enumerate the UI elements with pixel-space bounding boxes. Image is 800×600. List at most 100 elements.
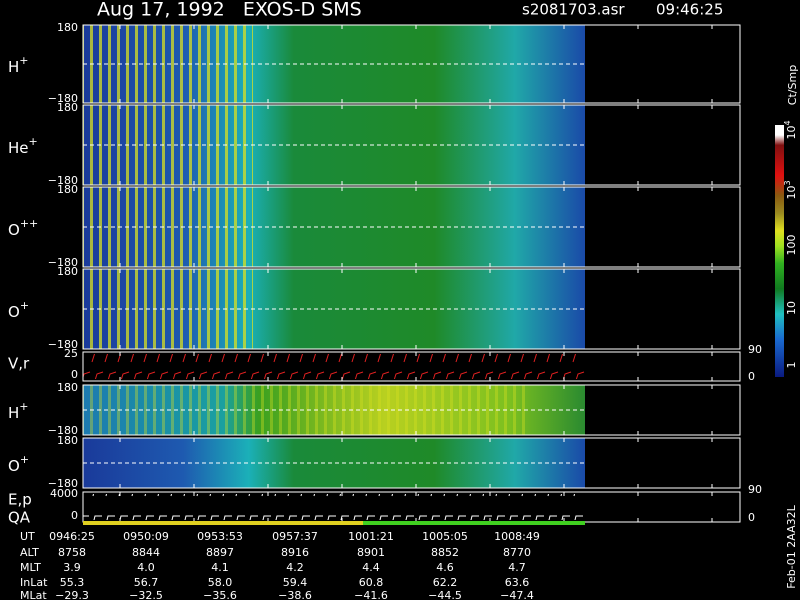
panel-frame — [82, 437, 741, 489]
ion-label: He+ — [8, 135, 38, 157]
ion-charge: + — [20, 453, 29, 466]
tick-text: 100 — [785, 235, 798, 256]
cell: −32.5 — [129, 589, 163, 600]
y-bottom: −180 — [48, 256, 78, 269]
panel-frame — [82, 104, 741, 186]
y-bottom: −180 — [48, 477, 78, 490]
y-bottom: 0 — [71, 509, 78, 522]
ion-name: He — [8, 139, 29, 157]
cell: 4.2 — [286, 561, 304, 574]
cell: 58.0 — [208, 576, 233, 589]
ion-name: O — [8, 303, 20, 321]
row-label: UT — [20, 530, 35, 543]
ion-label: H+ — [8, 54, 29, 76]
ion-charge: + — [20, 299, 29, 312]
panel-label: V,r — [8, 355, 30, 373]
y-top: 180 — [57, 265, 78, 278]
cell: 4.1 — [211, 561, 229, 574]
panel-frame — [82, 186, 741, 268]
y-top: 25 — [64, 347, 78, 360]
cell: −44.5 — [428, 589, 462, 600]
cell: −47.4 — [500, 589, 534, 600]
tick-exp: 4 — [783, 120, 792, 125]
cell: −35.6 — [203, 589, 237, 600]
cell: 55.3 — [60, 576, 85, 589]
colorbar-tick: 1 — [785, 362, 798, 369]
row-label: MLT — [20, 561, 41, 574]
panel-frame — [82, 384, 741, 436]
y-top: 180 — [57, 21, 78, 34]
y-bottom: −180 — [48, 424, 78, 437]
file-time: 09:46:25 — [656, 1, 723, 19]
y2-bottom: 0 — [748, 511, 755, 524]
y-bottom: −180 — [48, 338, 78, 351]
ion-name: H — [8, 58, 19, 76]
cell: 8852 — [431, 546, 459, 559]
y2-top: 90 — [748, 343, 762, 356]
quality-bar — [83, 521, 363, 525]
ion-charge: + — [29, 135, 38, 148]
ion-charge: + — [19, 400, 28, 413]
panel-frame — [82, 268, 741, 350]
quality-bar — [363, 521, 585, 525]
ion-charge: ++ — [20, 217, 38, 230]
cell: −41.6 — [354, 589, 388, 600]
cell: 4.0 — [137, 561, 155, 574]
ion-label: H+ — [8, 400, 29, 422]
trace — [83, 494, 585, 520]
colorbar-tick: 103 — [783, 180, 799, 199]
cell: 1008:49 — [494, 530, 540, 543]
cell: 4.4 — [362, 561, 380, 574]
colorbar-tick: 100 — [785, 235, 798, 256]
cell: 56.7 — [134, 576, 159, 589]
cell: 1001:21 — [348, 530, 394, 543]
y-bottom: −180 — [48, 174, 78, 187]
cell: 0953:53 — [197, 530, 243, 543]
panel-label: E,p — [8, 491, 32, 509]
file-name: s2081703.asr — [522, 1, 625, 19]
tick-text: 10 — [785, 301, 798, 315]
y2-top: 90 — [748, 483, 762, 496]
ion-label: O++ — [8, 217, 38, 239]
title: Aug 17, 1992 EXOS-D SMS — [97, 0, 362, 21]
cell: 8770 — [503, 546, 531, 559]
panel-frame — [82, 351, 741, 382]
cell: −29.3 — [55, 589, 89, 600]
y2-bottom: 0 — [748, 370, 755, 383]
colorbar-tick: 10 — [785, 301, 798, 315]
row-label: MLat — [20, 589, 47, 600]
colorbar — [775, 125, 784, 377]
y-top: 180 — [57, 381, 78, 394]
cell: 62.2 — [433, 576, 458, 589]
cell: 1005:05 — [422, 530, 468, 543]
colorbar-tick: 104 — [783, 120, 799, 139]
tick-text: 1 — [785, 362, 798, 369]
y-top: 180 — [57, 101, 78, 114]
cell: 63.6 — [505, 576, 530, 589]
colorbar-unit: Ct/Smp — [786, 65, 799, 105]
y-top: 4000 — [50, 487, 78, 500]
cell: 59.4 — [283, 576, 308, 589]
y-bottom: −180 — [48, 92, 78, 105]
ion-name: H — [8, 404, 19, 422]
cell: 4.7 — [508, 561, 526, 574]
cell: −38.6 — [278, 589, 312, 600]
spectrogram — [83, 438, 585, 488]
cell: 3.9 — [63, 561, 81, 574]
cell: 8844 — [132, 546, 160, 559]
ion-label: O+ — [8, 453, 29, 475]
ion-name: O — [8, 457, 20, 475]
y-bottom: 0 — [71, 368, 78, 381]
ion-charge: + — [19, 54, 28, 67]
cell: 0950:09 — [123, 530, 169, 543]
row-label: InLat — [20, 576, 48, 589]
ion-name: O — [8, 221, 20, 239]
tick-base: 10 — [785, 186, 798, 200]
panel-frame — [82, 24, 741, 104]
tick-exp: 3 — [783, 180, 792, 185]
y-top: 180 — [57, 434, 78, 447]
cell: 4.6 — [436, 561, 454, 574]
cell: 0957:37 — [272, 530, 318, 543]
cell: 0946:25 — [49, 530, 95, 543]
